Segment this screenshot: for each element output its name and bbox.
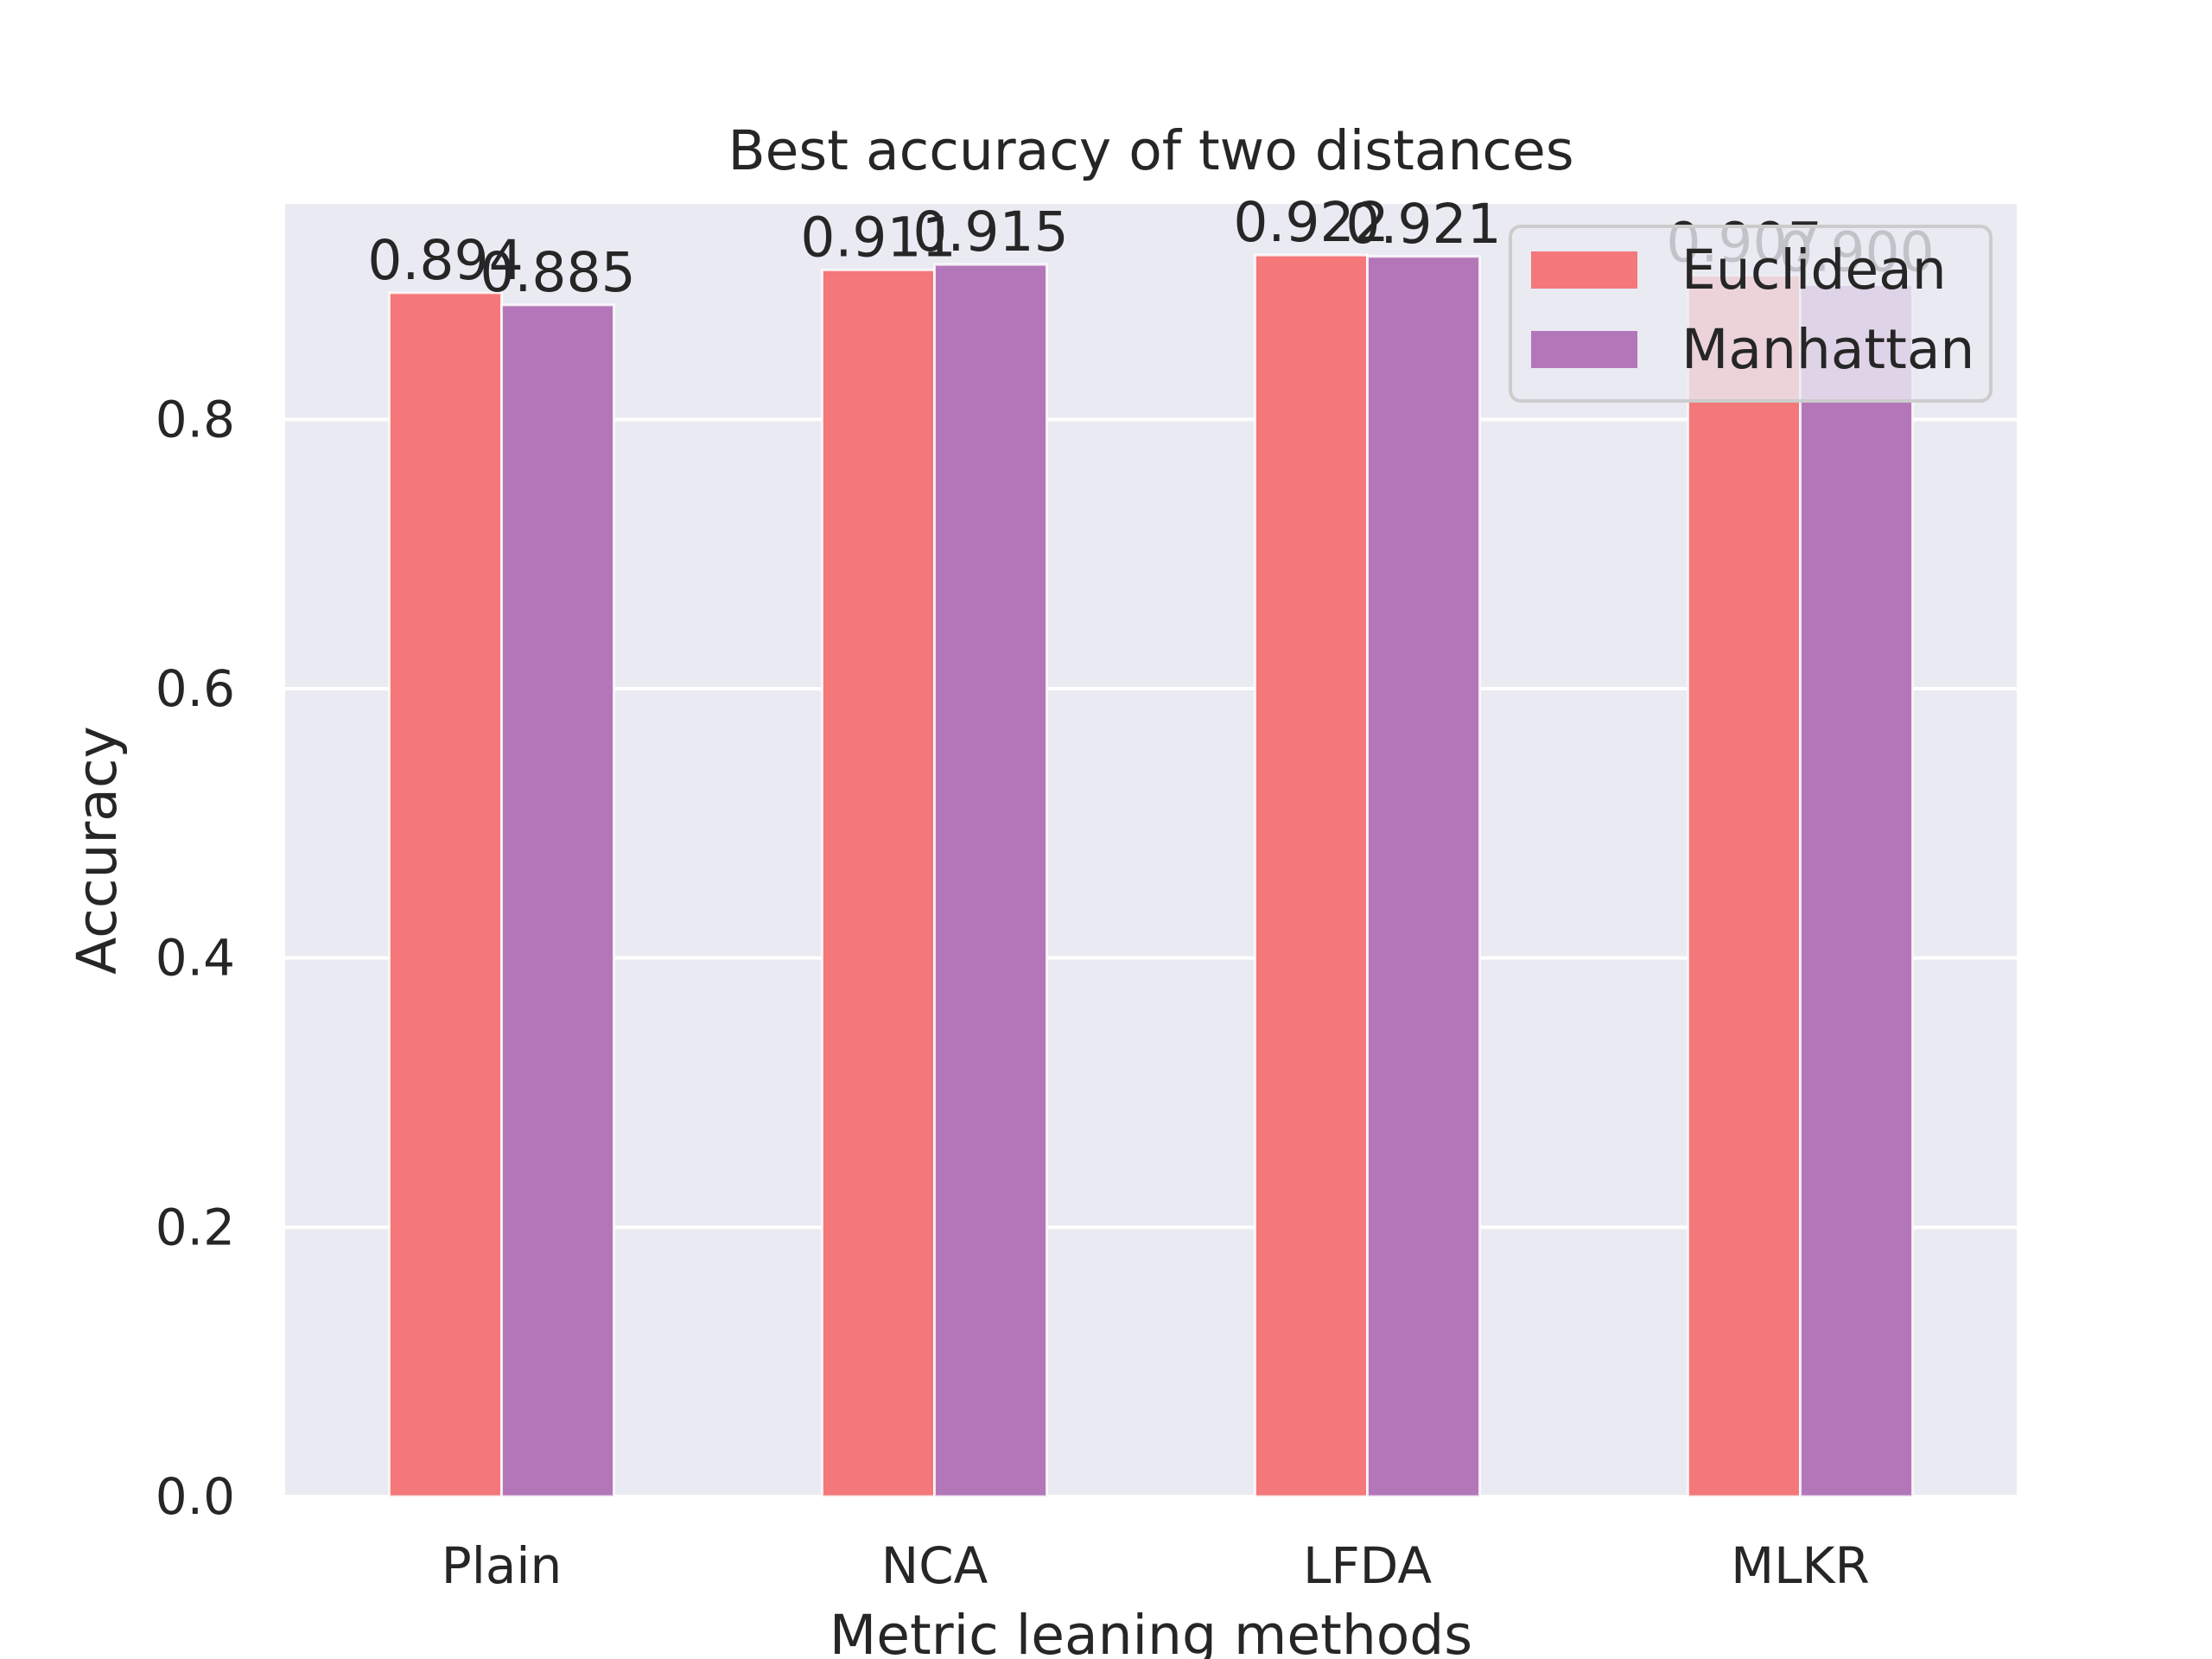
legend: Euclidean Manhattan (1509, 225, 1993, 403)
chart-title: Best accuracy of two distances (728, 119, 1573, 182)
bar-value-label: 0.921 (1345, 193, 1501, 256)
bar-manhattan-plain (500, 303, 615, 1498)
bar-value-label: 0.915 (912, 200, 1068, 264)
bar-value-label: 0.894 (367, 229, 523, 292)
bar-euclidean-nca (821, 268, 936, 1498)
bars-group (388, 253, 1914, 1498)
x-tick-label: Plain (442, 1536, 563, 1595)
y-axis-label: Accuracy (66, 726, 129, 975)
bar-value-label: 0.885 (480, 241, 635, 304)
bar-euclidean-mlkr (1687, 274, 1802, 1498)
legend-label-euclidean: Euclidean (1681, 238, 1947, 302)
bar-manhattan-lfda (1366, 255, 1481, 1498)
y-axis-ticks: 0.0 0.2 0.4 0.6 0.8 (156, 390, 235, 1526)
y-tick-label: 0.8 (156, 390, 235, 448)
y-tick-label: 0.2 (156, 1198, 235, 1256)
legend-swatch-manhattan (1531, 331, 1637, 368)
x-tick-label: LFDA (1303, 1536, 1432, 1595)
legend-swatch-euclidean (1531, 251, 1637, 289)
y-tick-label: 0.6 (156, 659, 235, 718)
x-tick-label: NCA (881, 1536, 988, 1595)
x-axis-label: Metric leaning methods (830, 1604, 1472, 1659)
legend-label-manhattan: Manhattan (1681, 318, 1974, 381)
x-axis-ticks: Plain NCA LFDA MLKR (442, 1536, 1870, 1595)
y-tick-label: 0.0 (156, 1467, 235, 1526)
x-tick-label: MLKR (1731, 1536, 1870, 1595)
bar-value-label: 0.911 (800, 206, 956, 269)
bar-euclidean-lfda (1254, 253, 1369, 1498)
bar-manhattan-mlkr (1799, 283, 1914, 1498)
y-tick-label: 0.4 (156, 929, 235, 988)
bar-manhattan-nca (933, 263, 1048, 1498)
bar-value-label: 0.922 (1233, 191, 1389, 254)
bar-euclidean-plain (388, 291, 503, 1498)
